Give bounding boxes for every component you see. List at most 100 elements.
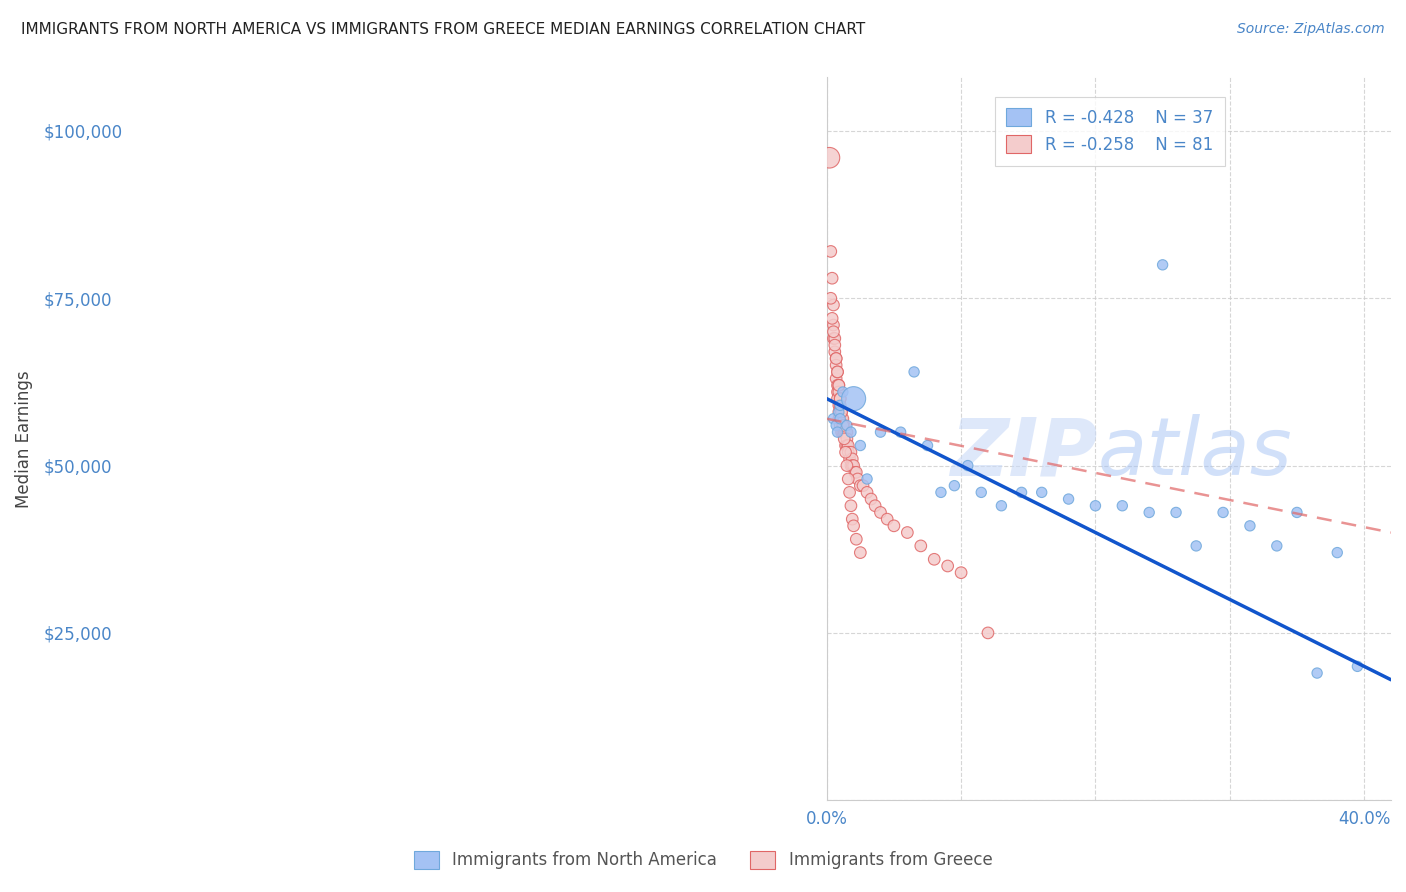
Point (823, 325, 845, 339)
Point (827, 378, 849, 392)
Point (990, 499, 1012, 513)
Point (825, 418, 848, 433)
Point (835, 458, 858, 473)
Point (835, 438, 858, 452)
Point (838, 485, 860, 500)
Point (1031, 485, 1053, 500)
Point (828, 405, 851, 419)
Point (841, 512, 863, 526)
Point (824, 344, 846, 359)
Point (1326, 546, 1348, 560)
Point (890, 425, 912, 439)
Point (823, 331, 845, 345)
Point (837, 438, 859, 452)
Point (820, 291, 842, 305)
Point (832, 425, 855, 439)
Point (834, 445, 856, 459)
Point (1185, 539, 1208, 553)
Point (846, 472, 869, 486)
Point (832, 418, 855, 433)
Text: ZIP: ZIP (950, 414, 1098, 492)
Point (835, 432, 858, 446)
Point (831, 405, 853, 419)
Point (1011, 485, 1033, 500)
Point (876, 512, 898, 526)
Point (841, 458, 863, 473)
Point (869, 425, 891, 439)
Point (824, 338, 846, 352)
Point (1164, 505, 1187, 519)
Point (977, 626, 1000, 640)
Point (869, 505, 891, 519)
Point (830, 392, 852, 406)
Point (830, 398, 852, 412)
Point (856, 485, 879, 500)
Point (842, 392, 865, 406)
Point (849, 478, 872, 492)
Point (830, 411, 852, 425)
Point (903, 365, 925, 379)
Legend: R = -0.428    N = 37, R = -0.258    N = 81: R = -0.428 N = 37, R = -0.258 N = 81 (995, 96, 1225, 166)
Point (1285, 505, 1308, 519)
Point (825, 358, 848, 372)
Point (831, 425, 853, 439)
Point (839, 458, 862, 473)
Point (827, 425, 849, 439)
Point (831, 405, 853, 419)
Point (839, 445, 862, 459)
Point (830, 411, 852, 425)
Point (842, 518, 865, 533)
Point (852, 478, 875, 492)
Point (917, 438, 939, 452)
Point (828, 398, 851, 412)
Point (1265, 539, 1288, 553)
Point (820, 244, 842, 259)
Point (849, 546, 872, 560)
Y-axis label: Median Earnings: Median Earnings (15, 370, 32, 508)
Point (929, 485, 952, 500)
Point (834, 425, 856, 439)
Text: atlas: atlas (1098, 414, 1292, 492)
Point (834, 438, 856, 452)
Point (831, 411, 853, 425)
Text: IMMIGRANTS FROM NORTH AMERICA VS IMMIGRANTS FROM GREECE MEDIAN EARNINGS CORRELAT: IMMIGRANTS FROM NORTH AMERICA VS IMMIGRA… (21, 22, 865, 37)
Point (956, 458, 979, 473)
Point (849, 438, 872, 452)
Point (856, 472, 879, 486)
Point (827, 365, 849, 379)
Point (821, 311, 844, 326)
Point (825, 371, 848, 385)
Point (831, 411, 853, 425)
Point (845, 465, 868, 479)
Point (943, 478, 966, 492)
Point (839, 499, 862, 513)
Point (1346, 659, 1368, 673)
Point (950, 566, 973, 580)
Point (825, 351, 848, 366)
Point (823, 318, 845, 332)
Point (1084, 499, 1107, 513)
Point (883, 518, 905, 533)
Point (936, 559, 959, 574)
Point (828, 378, 851, 392)
Point (838, 451, 860, 466)
Point (1239, 518, 1261, 533)
Point (1152, 258, 1174, 272)
Point (1137, 505, 1160, 519)
Point (828, 384, 851, 399)
Text: Source: ZipAtlas.com: Source: ZipAtlas.com (1237, 22, 1385, 37)
Point (860, 491, 883, 506)
Point (970, 485, 993, 500)
Point (1212, 505, 1234, 519)
Point (828, 411, 851, 425)
Point (823, 298, 845, 312)
Point (831, 384, 853, 399)
Point (835, 418, 858, 433)
Point (922, 552, 945, 566)
Point (827, 365, 849, 379)
Point (830, 418, 852, 433)
Point (832, 432, 855, 446)
Point (837, 445, 859, 459)
Point (821, 271, 844, 285)
Point (825, 351, 848, 366)
